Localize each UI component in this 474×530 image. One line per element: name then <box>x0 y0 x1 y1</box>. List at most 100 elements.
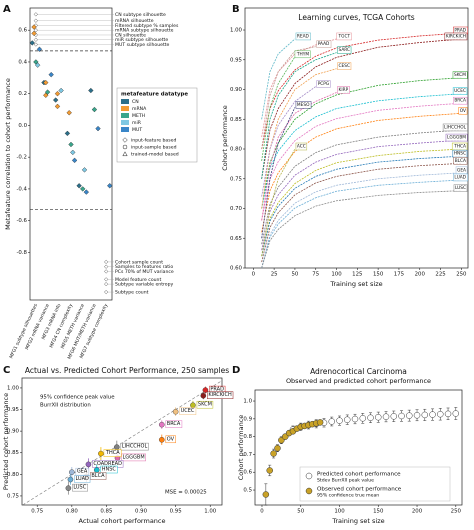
point <box>104 269 109 274</box>
point <box>190 402 196 409</box>
point <box>316 419 324 426</box>
point <box>390 413 398 420</box>
y-tick-label: -0.6 <box>16 218 27 224</box>
point <box>104 264 109 269</box>
learning-curve <box>261 162 462 263</box>
annotation: mRNA silhouette <box>115 18 154 24</box>
label-box <box>100 465 118 474</box>
label-box <box>295 142 308 151</box>
point-label: GEA <box>77 469 88 475</box>
label-box <box>453 96 468 105</box>
annotation: 95% confidence peak value <box>40 395 115 401</box>
point <box>33 37 38 42</box>
y-tick-label: -0.8 <box>16 250 27 256</box>
legend-marker <box>122 151 128 157</box>
series-label: LGGGBM <box>447 135 466 141</box>
y-tick-label: 0.60 <box>230 266 243 272</box>
legend-marker <box>122 144 128 150</box>
legend-swatch <box>121 113 129 118</box>
learning-curve <box>261 93 462 209</box>
label-box <box>207 391 234 399</box>
point <box>44 89 51 95</box>
point <box>158 436 165 443</box>
point <box>95 125 101 132</box>
point <box>81 167 88 173</box>
plot-frame <box>244 7 469 269</box>
point-label: KIRCKICH <box>208 392 232 398</box>
point <box>43 79 49 86</box>
label-box <box>452 71 468 79</box>
point <box>85 461 92 468</box>
point <box>83 189 89 195</box>
learning-curve <box>261 92 337 221</box>
point <box>328 418 336 425</box>
y-tick-label: -0.2 <box>16 155 27 161</box>
label-box <box>165 435 176 444</box>
point <box>88 87 94 94</box>
label-box <box>445 133 468 142</box>
point <box>172 408 179 415</box>
label-box <box>453 184 468 192</box>
point <box>33 12 38 17</box>
point <box>104 277 109 282</box>
label-box <box>74 475 91 483</box>
point <box>382 413 390 420</box>
legend-box <box>299 466 451 502</box>
x-tick-label: 0.95 <box>170 509 182 515</box>
y-tick-label: 0.8 <box>243 434 252 440</box>
legend-box <box>116 87 198 163</box>
identity-line <box>22 380 223 506</box>
point <box>33 18 38 23</box>
learning-curve <box>261 86 316 197</box>
y-tick-label: 0.7 <box>243 452 252 458</box>
label-box <box>90 472 107 480</box>
point <box>274 444 281 452</box>
label-box <box>442 123 468 132</box>
legend-label: MUT <box>132 127 142 133</box>
learning-curve <box>261 77 462 209</box>
label-box <box>120 442 149 451</box>
y-tick-label: 1.0 <box>243 399 252 405</box>
x-tick-label: 200 <box>415 272 426 278</box>
label-box <box>295 101 312 109</box>
label-box <box>165 420 183 428</box>
plot-frame <box>254 389 463 506</box>
label-box <box>453 173 468 182</box>
y-tick-label: 0.90 <box>230 87 243 93</box>
learning-curve <box>261 32 462 150</box>
point <box>33 28 38 33</box>
learning-curve <box>261 155 462 257</box>
annotation: Cohort sample count <box>115 259 163 265</box>
point <box>359 415 367 422</box>
series-label: UCEC <box>454 88 466 94</box>
point-label: LUSC <box>73 485 86 491</box>
point <box>98 450 104 457</box>
point <box>33 42 38 47</box>
point <box>31 24 37 30</box>
series-label: HNSC <box>454 151 466 157</box>
series-label: TGCT <box>338 33 351 39</box>
annotation: Subtype variable entropy <box>115 282 174 288</box>
point-label: BRCA <box>167 421 181 427</box>
y-tick-label: 0.85 <box>230 117 242 123</box>
annotation: Samples to features ratio <box>115 264 173 270</box>
x-tick-label: 250 <box>456 272 467 278</box>
point <box>437 410 444 418</box>
y-tick-label: 0.80 <box>7 472 20 478</box>
point <box>104 289 109 295</box>
y-tick-label: 0.85 <box>7 450 19 456</box>
label-box <box>337 62 352 70</box>
point-label: LUAD <box>75 476 89 482</box>
point <box>80 186 86 192</box>
point <box>200 392 207 399</box>
x-axis-label: Actual cohort performance <box>79 517 166 525</box>
x-tick-label: 0 <box>252 272 256 278</box>
x-tick-label: 225 <box>435 272 445 278</box>
y-axis-label: Predicted cohort performance <box>2 393 10 490</box>
learning-curve <box>261 172 462 269</box>
panel-label: A <box>3 4 11 15</box>
point <box>262 491 270 498</box>
label-box <box>179 407 197 415</box>
point <box>270 450 277 457</box>
series-label: READ <box>297 33 310 39</box>
